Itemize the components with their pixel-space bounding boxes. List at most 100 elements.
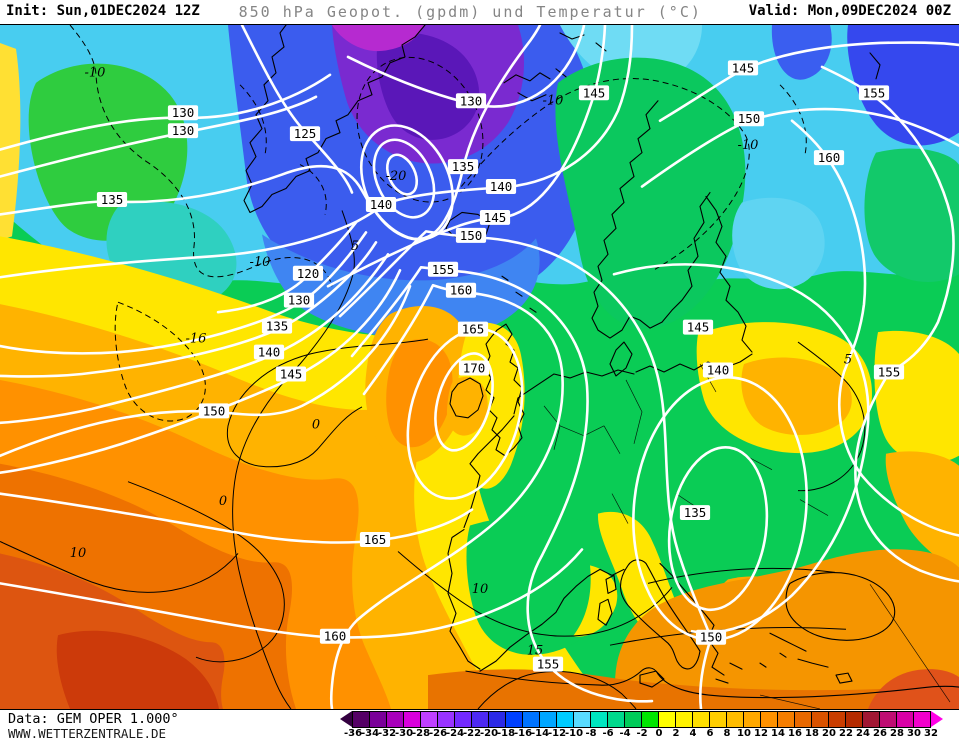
legend-tick: -28 — [411, 728, 431, 739]
geopotential-label: 170 — [463, 361, 486, 376]
temperature-label: -10 — [738, 138, 759, 153]
legend-tick: -24 — [445, 728, 465, 739]
legend-tick: 8 — [723, 728, 731, 739]
legend-cell — [420, 712, 437, 727]
geopotential-label: 130 — [172, 123, 195, 138]
geopotential-label: 155 — [863, 85, 886, 100]
geopotential-label-box — [253, 344, 285, 360]
geopotential-label: 135 — [266, 319, 289, 334]
geopotential-label-box — [457, 321, 489, 337]
legend-cell — [845, 712, 862, 727]
geopotential-label: 150 — [700, 630, 723, 645]
geopotential-label: 120 — [297, 266, 320, 281]
legend-tick: -34 — [360, 728, 380, 739]
legend-cell — [488, 712, 505, 727]
geopotential-label-box — [96, 192, 128, 207]
legend-cell — [879, 712, 896, 727]
legend-cell — [454, 712, 471, 727]
temperature-label: 5 — [844, 353, 852, 368]
legend-cell — [743, 712, 760, 727]
website-label[interactable]: WWW.WETTERZENTRALE.DE — [8, 726, 167, 741]
geopotential-label: 145 — [732, 60, 755, 75]
legend-tick: -10 — [564, 728, 584, 739]
legend-cell — [896, 712, 913, 727]
geopotential-label: 145 — [687, 320, 710, 335]
legend-tick: -12 — [547, 728, 567, 739]
valid-timestamp: Valid: Mon,09DEC2024 00Z — [748, 3, 951, 19]
geopotential-label-box — [679, 505, 711, 521]
legend-tick: 6 — [706, 728, 714, 739]
init-timestamp: Init: Sun,01DEC2024 12Z — [6, 3, 200, 19]
legend-cell — [777, 712, 794, 727]
temperature-label: 15 — [527, 644, 544, 659]
temperature-label: -10 — [85, 65, 106, 80]
legend-tick: 16 — [788, 728, 802, 739]
geopotential-label: 160 — [450, 283, 473, 298]
temperature-label: 10 — [472, 582, 489, 597]
geopotential-label-box — [458, 360, 490, 376]
geopotential-label-box — [578, 85, 610, 101]
legend-tick: 4 — [689, 728, 697, 739]
legend-cell — [794, 712, 811, 727]
legend-cell — [913, 712, 930, 727]
geopotential-label: 140 — [258, 345, 281, 360]
geopotential-label-box — [167, 123, 199, 139]
legend-cell — [369, 712, 386, 727]
geopotential-label-box — [727, 60, 759, 76]
geopotential-label: 155 — [878, 364, 901, 379]
legend-cell — [403, 712, 420, 727]
geopotential-label-box — [695, 629, 727, 645]
legend-tick: 0 — [655, 728, 663, 739]
legend-tick: -14 — [530, 728, 550, 739]
map-title: 850 hPa Geopot. (gpdm) und Temperatur (°… — [238, 3, 702, 21]
temperature-label: 5 — [351, 239, 359, 254]
geopotential-label-box — [283, 292, 315, 308]
temperature-label: 0 — [312, 417, 320, 432]
geopotential-label: 145 — [280, 366, 303, 381]
legend-tick: -26 — [428, 728, 448, 739]
geopotential-label-box — [858, 85, 890, 101]
geopotential-label: 150 — [460, 228, 483, 243]
geopotential-label-box — [365, 196, 397, 212]
legend-cell — [590, 712, 607, 727]
geopotential-label: 130 — [460, 93, 483, 108]
geopotential-label: 145 — [484, 210, 507, 225]
legend-cell — [437, 712, 454, 727]
temperature-label: -10 — [250, 255, 271, 270]
legend-cell — [709, 712, 726, 727]
geopotential-label-box — [532, 656, 564, 672]
geopotential-label-box — [733, 111, 765, 127]
geopotential-label: 155 — [432, 262, 455, 277]
legend-tick: 14 — [771, 728, 785, 739]
temperature-label: 10 — [70, 546, 87, 561]
geopotential-label: 140 — [707, 362, 730, 377]
legend-tick: -8 — [585, 728, 597, 739]
geopotential-label-box — [455, 93, 487, 109]
geopotential-label-box — [682, 319, 714, 335]
legend-cell — [539, 712, 556, 727]
legend-colorbar — [352, 711, 931, 728]
legend-cell — [658, 712, 675, 727]
geopotential-label: 165 — [462, 322, 485, 337]
legend-cell — [624, 712, 641, 727]
footer-bar: Data: GEM OPER 1.000° WWW.WETTERZENTRALE… — [0, 710, 959, 741]
legend-tick: 30 — [907, 728, 921, 739]
geopotential-label-box — [445, 282, 477, 298]
legend-cell — [353, 712, 369, 727]
geopotential-label-box — [292, 265, 324, 281]
geopotential-label-box — [427, 261, 459, 277]
legend-tick: 2 — [672, 728, 680, 739]
legend-tick: -2 — [636, 728, 648, 739]
geopotential-label-box — [485, 179, 517, 195]
geopotential-label-box — [198, 403, 230, 419]
weather-map: -10 -20 -16 -10 -10 -10 5 0 0 10 10 15 5 130 130 125 13… — [0, 24, 959, 710]
legend-tick: -6 — [602, 728, 614, 739]
geopotential-label-box — [167, 105, 199, 121]
geopotential-label-box — [873, 364, 905, 380]
geopotential-label: 165 — [364, 532, 387, 547]
legend-tick: 12 — [754, 728, 768, 739]
geopotential-label-box — [261, 318, 293, 334]
geopotential-label: 135 — [101, 192, 124, 207]
legend-cell — [726, 712, 743, 727]
legend-cell — [828, 712, 845, 727]
